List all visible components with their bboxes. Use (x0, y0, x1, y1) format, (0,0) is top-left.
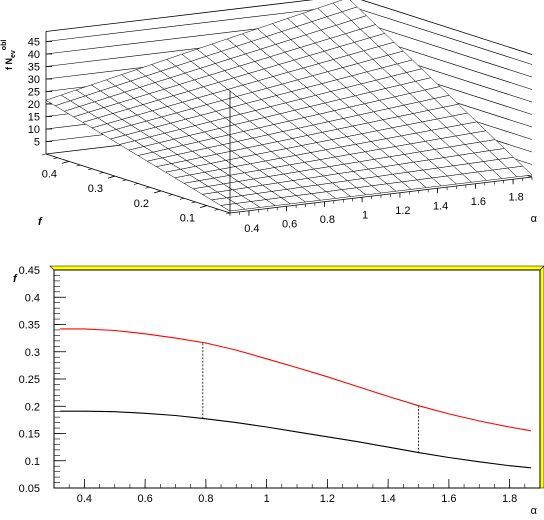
y-tick-label: 0.3 (25, 347, 40, 359)
x-tick-label: 1.6 (441, 493, 456, 505)
y-tick-label: 0.35 (19, 320, 40, 332)
x-tick-label: 0.6 (137, 493, 152, 505)
x-tick-label: 1 (362, 209, 368, 221)
y-minor-tick (179, 198, 185, 200)
y-minor-tick (133, 183, 139, 185)
y-minor-tick (41, 153, 47, 156)
z-tick-label: 10 (28, 124, 40, 136)
surface-y-axis: 0.1 0.2 0.3 0.4 (41, 153, 231, 225)
z-tick-label: 25 (28, 87, 40, 99)
y-minor-tick (122, 179, 127, 182)
surface-x-axis: 0.4 0.6 0.8 1 1.2 1.4 1.6 1.8 (229, 177, 533, 235)
line-plot-y-axis-title: f (13, 273, 18, 285)
y-tick-label: 0.05 (19, 483, 40, 495)
y-minor-tick (87, 168, 93, 171)
y-minor-tick (225, 212, 231, 215)
y-minor-tick (214, 209, 219, 211)
x-tick-label: 1.2 (395, 205, 410, 217)
surface-z-axis-title-main: f N (4, 58, 14, 70)
y-tick-label: 0.2 (25, 401, 40, 413)
surface-z-axis-title-sup: obl (1, 40, 8, 51)
box-edge (45, 0, 314, 32)
x-tick-label: 1.4 (380, 493, 395, 505)
x-tick-label: 0.4 (77, 493, 92, 505)
x-tick-label: 1.2 (320, 493, 335, 505)
y-minor-tick (76, 164, 81, 167)
x-tick-label: 0.4 (244, 223, 259, 235)
x-tick-label: 0.8 (198, 493, 213, 505)
line-plot-x-axis: 0.4 0.6 0.8 1 1.2 1.4 1.6 1.8 (53, 479, 541, 505)
x-tick-label: 1.4 (433, 200, 448, 212)
z-tick-label: 35 (28, 62, 40, 74)
series-line-red (60, 328, 531, 432)
y-minor-tick (191, 201, 196, 204)
line-plot-markers (202, 343, 419, 454)
y-minor-tick (64, 161, 70, 163)
z-gridline (45, 5, 349, 42)
x-tick-label: 1 (264, 493, 270, 505)
x-tick-label: 1.6 (471, 196, 486, 208)
surface-z-axis-title-sub: ev (10, 50, 17, 58)
line-plot-series (60, 328, 531, 469)
y-minor-tick (156, 190, 162, 193)
line-plot-y-axis: 0.05 0.1 0.15 0.2 0.25 0.3 0.35 0.4 0.45 (19, 265, 66, 495)
y-tick-label: 0.15 (19, 429, 40, 441)
z-tick-label: 45 (28, 37, 40, 49)
y-minor-tick (202, 205, 208, 207)
box-edge (360, 0, 533, 55)
surface-mesh (45, 0, 533, 212)
x-tick-label: 0.8 (320, 214, 335, 226)
y-tick-label: 0.1 (25, 456, 40, 468)
line-plot: 0.4 0.6 0.8 1 1.2 1.4 1.6 1.8 0.05 0.1 0.15 0.2 0.2… (13, 265, 544, 517)
surface-plot: 0.4 0.6 0.8 1 1.2 1.4 1.6 1.8 0.1 0.2 0.3 0.4 5101… (1, 0, 538, 235)
y-tick-label: 0.2 (134, 198, 149, 210)
surface-x-axis-title: α (531, 213, 538, 225)
y-tick-label: 0.4 (25, 292, 40, 304)
y-tick-label: 0.45 (19, 265, 40, 277)
x-tick-label: 0.6 (282, 218, 297, 230)
frame-bevel-top (49, 265, 544, 271)
surface-cell (507, 165, 533, 178)
y-tick-label: 0.3 (88, 183, 103, 195)
surface-z-axis-title: f Nevobl (1, 40, 17, 70)
z-tick-label: 40 (28, 49, 40, 61)
surface-y-axis-title: f (38, 216, 43, 228)
y-tick-label: 0.1 (180, 213, 195, 225)
y-minor-tick (53, 157, 58, 159)
y-minor-tick (168, 194, 173, 196)
y-tick-label: 0.25 (19, 374, 40, 386)
series-line-black (60, 410, 531, 469)
y-minor-tick (99, 172, 104, 174)
plot-area (53, 269, 541, 489)
y-minor-tick (110, 175, 116, 178)
frame-bevel-right (539, 265, 544, 489)
x-tick-label: 1.8 (502, 493, 517, 505)
z-gridline (347, 5, 533, 65)
z-tick-label: 15 (28, 112, 40, 124)
z-tick-label: 30 (28, 74, 40, 86)
y-tick-label: 0.4 (42, 168, 57, 180)
x-tick-label: 1.8 (508, 191, 523, 203)
z-tick-label: 20 (28, 99, 40, 111)
line-plot-x-axis-title: α (531, 505, 538, 517)
z-tick-label: 5 (34, 137, 40, 149)
y-minor-tick (145, 186, 150, 189)
